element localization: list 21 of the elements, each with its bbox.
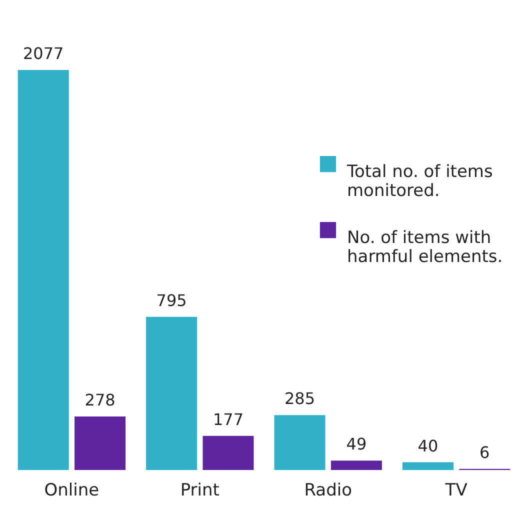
bar [146, 316, 198, 470]
bar [202, 436, 254, 470]
x-tick-label: Print [180, 480, 220, 500]
data-label: 6 [480, 442, 490, 462]
data-label: 278 [84, 390, 116, 410]
bar [18, 70, 69, 470]
data-label: 285 [284, 389, 316, 408]
bar [330, 460, 382, 470]
bar [74, 416, 126, 470]
data-label: 40 [418, 436, 438, 456]
legend-label: No. of items with harmful elements. [347, 228, 503, 267]
bar [402, 462, 454, 470]
x-tick-label: Online [44, 480, 100, 500]
data-label: 177 [212, 410, 244, 429]
data-label: 795 [156, 290, 187, 310]
x-tick-label: TV [444, 480, 468, 500]
legend-label: Total no. of items monitored. [346, 162, 493, 201]
bar [274, 415, 326, 470]
x-tick-label: Radio [304, 480, 352, 500]
data-label: 49 [346, 434, 367, 454]
data-label: 2077 [22, 44, 64, 63]
